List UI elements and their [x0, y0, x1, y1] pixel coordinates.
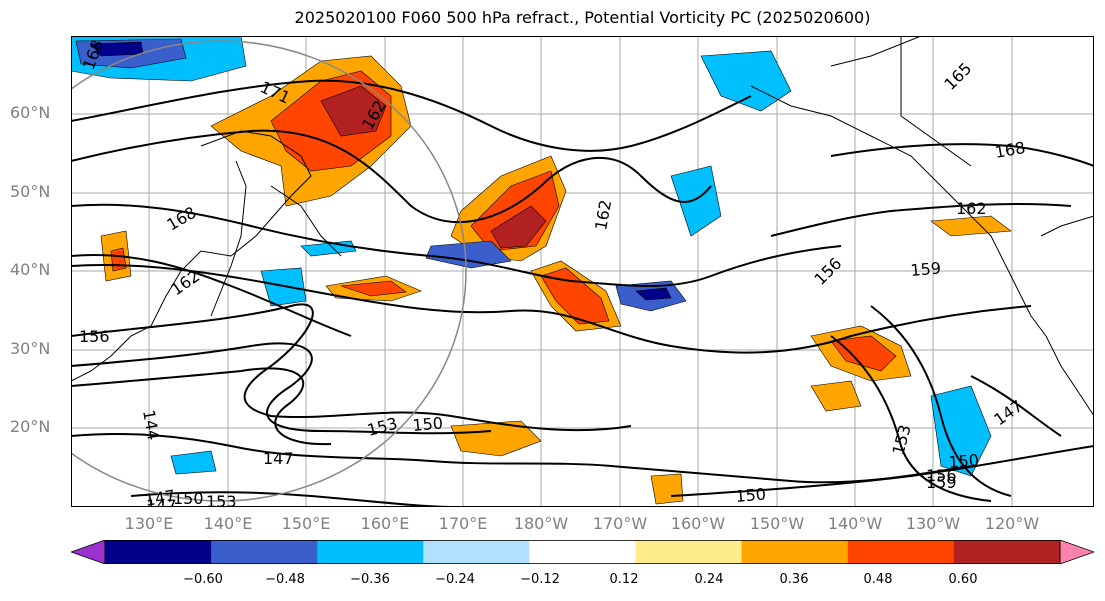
lon-label: 150°W [749, 514, 805, 533]
lat-label: 20°N [10, 417, 51, 436]
contour-label: 147 [146, 496, 177, 507]
contour-label: 153 [206, 492, 237, 507]
contour-label: 153 [365, 414, 399, 440]
colorbar-tick: −0.60 [183, 572, 223, 587]
colorbar-segment [211, 540, 318, 564]
lon-label: 120°W [984, 514, 1040, 533]
contour-label: 165 [940, 59, 975, 94]
contour-label: 147 [263, 449, 294, 468]
contour-label: 150 [735, 484, 767, 506]
contour-label: 156 [79, 327, 110, 346]
lon-label: 150°E [281, 514, 331, 533]
colorbar-tick: 0.60 [948, 572, 978, 587]
lat-label: 30°N [10, 339, 51, 358]
lon-label: 130°E [124, 514, 174, 533]
coastlines [71, 36, 1094, 417]
contour-label: 156 [810, 254, 845, 289]
colorbar-tick: 0.24 [694, 572, 724, 587]
contour-label: 156 [926, 466, 957, 485]
colorbar-tick: 0.48 [863, 572, 893, 587]
range-circle [71, 40, 467, 502]
colorbar-segment [847, 540, 955, 564]
contour-label: 150 [412, 413, 444, 435]
lat-label: 50°N [10, 182, 51, 201]
colorbar-tick: −0.12 [520, 572, 560, 587]
contour-label: 168 [164, 203, 200, 235]
map-title: 2025020100 F060 500 hPa refract., Potent… [294, 8, 871, 27]
colorbar [71, 540, 1094, 564]
contour-label: 162 [956, 199, 987, 218]
lat-label: 60°N [10, 103, 51, 122]
colorbar-tick: −0.36 [350, 572, 390, 587]
colorbar-extend-high [1059, 540, 1094, 564]
colorbar-segments [71, 540, 1094, 564]
map-frame [71, 36, 1094, 507]
lon-label: 160°W [670, 514, 726, 533]
lon-label: 170°E [438, 514, 488, 533]
contour-label: 150 [173, 489, 204, 507]
colorbar-segment [529, 540, 637, 564]
colorbar-tick: 0.12 [609, 572, 639, 587]
contour-label: 147 [143, 486, 176, 507]
colorbar-tick: −0.48 [265, 572, 305, 587]
lon-label: 140°E [203, 514, 253, 533]
lon-label: 180°W [513, 514, 569, 533]
lon-label: 160°E [360, 514, 410, 533]
refractivity-contours [71, 79, 1094, 507]
lon-label: 140°W [827, 514, 883, 533]
map-panel: 168 171 165 168 162 162 168 162 156 159 … [71, 36, 1094, 507]
colorbar-tick: −0.24 [435, 572, 475, 587]
lat-label: 40°N [10, 260, 51, 279]
contour-label: 168 [993, 138, 1026, 162]
contour-label: 147 [990, 396, 1026, 429]
colorbar-frame [104, 540, 1061, 564]
contour-label: 162 [591, 198, 615, 231]
colorbar-tick: 0.36 [779, 572, 809, 587]
lon-label: 130°W [905, 514, 961, 533]
contour-label: 144 [139, 408, 163, 441]
graticule [71, 36, 1094, 507]
colorbar-segment [635, 540, 743, 564]
lon-label: 170°W [592, 514, 648, 533]
contour-label: 159 [926, 473, 957, 492]
contour-label: 159 [910, 258, 942, 280]
colorbar-segment [317, 540, 424, 564]
map-canvas: 168 171 165 168 162 162 168 162 156 159 … [71, 36, 1094, 507]
colorbar-segment [423, 540, 530, 564]
colorbar-segment [953, 540, 1061, 564]
colorbar-segment [741, 540, 849, 564]
colorbar-extend-low [71, 540, 106, 564]
colorbar-segment [105, 540, 212, 564]
contour-label: 150 [948, 450, 980, 472]
